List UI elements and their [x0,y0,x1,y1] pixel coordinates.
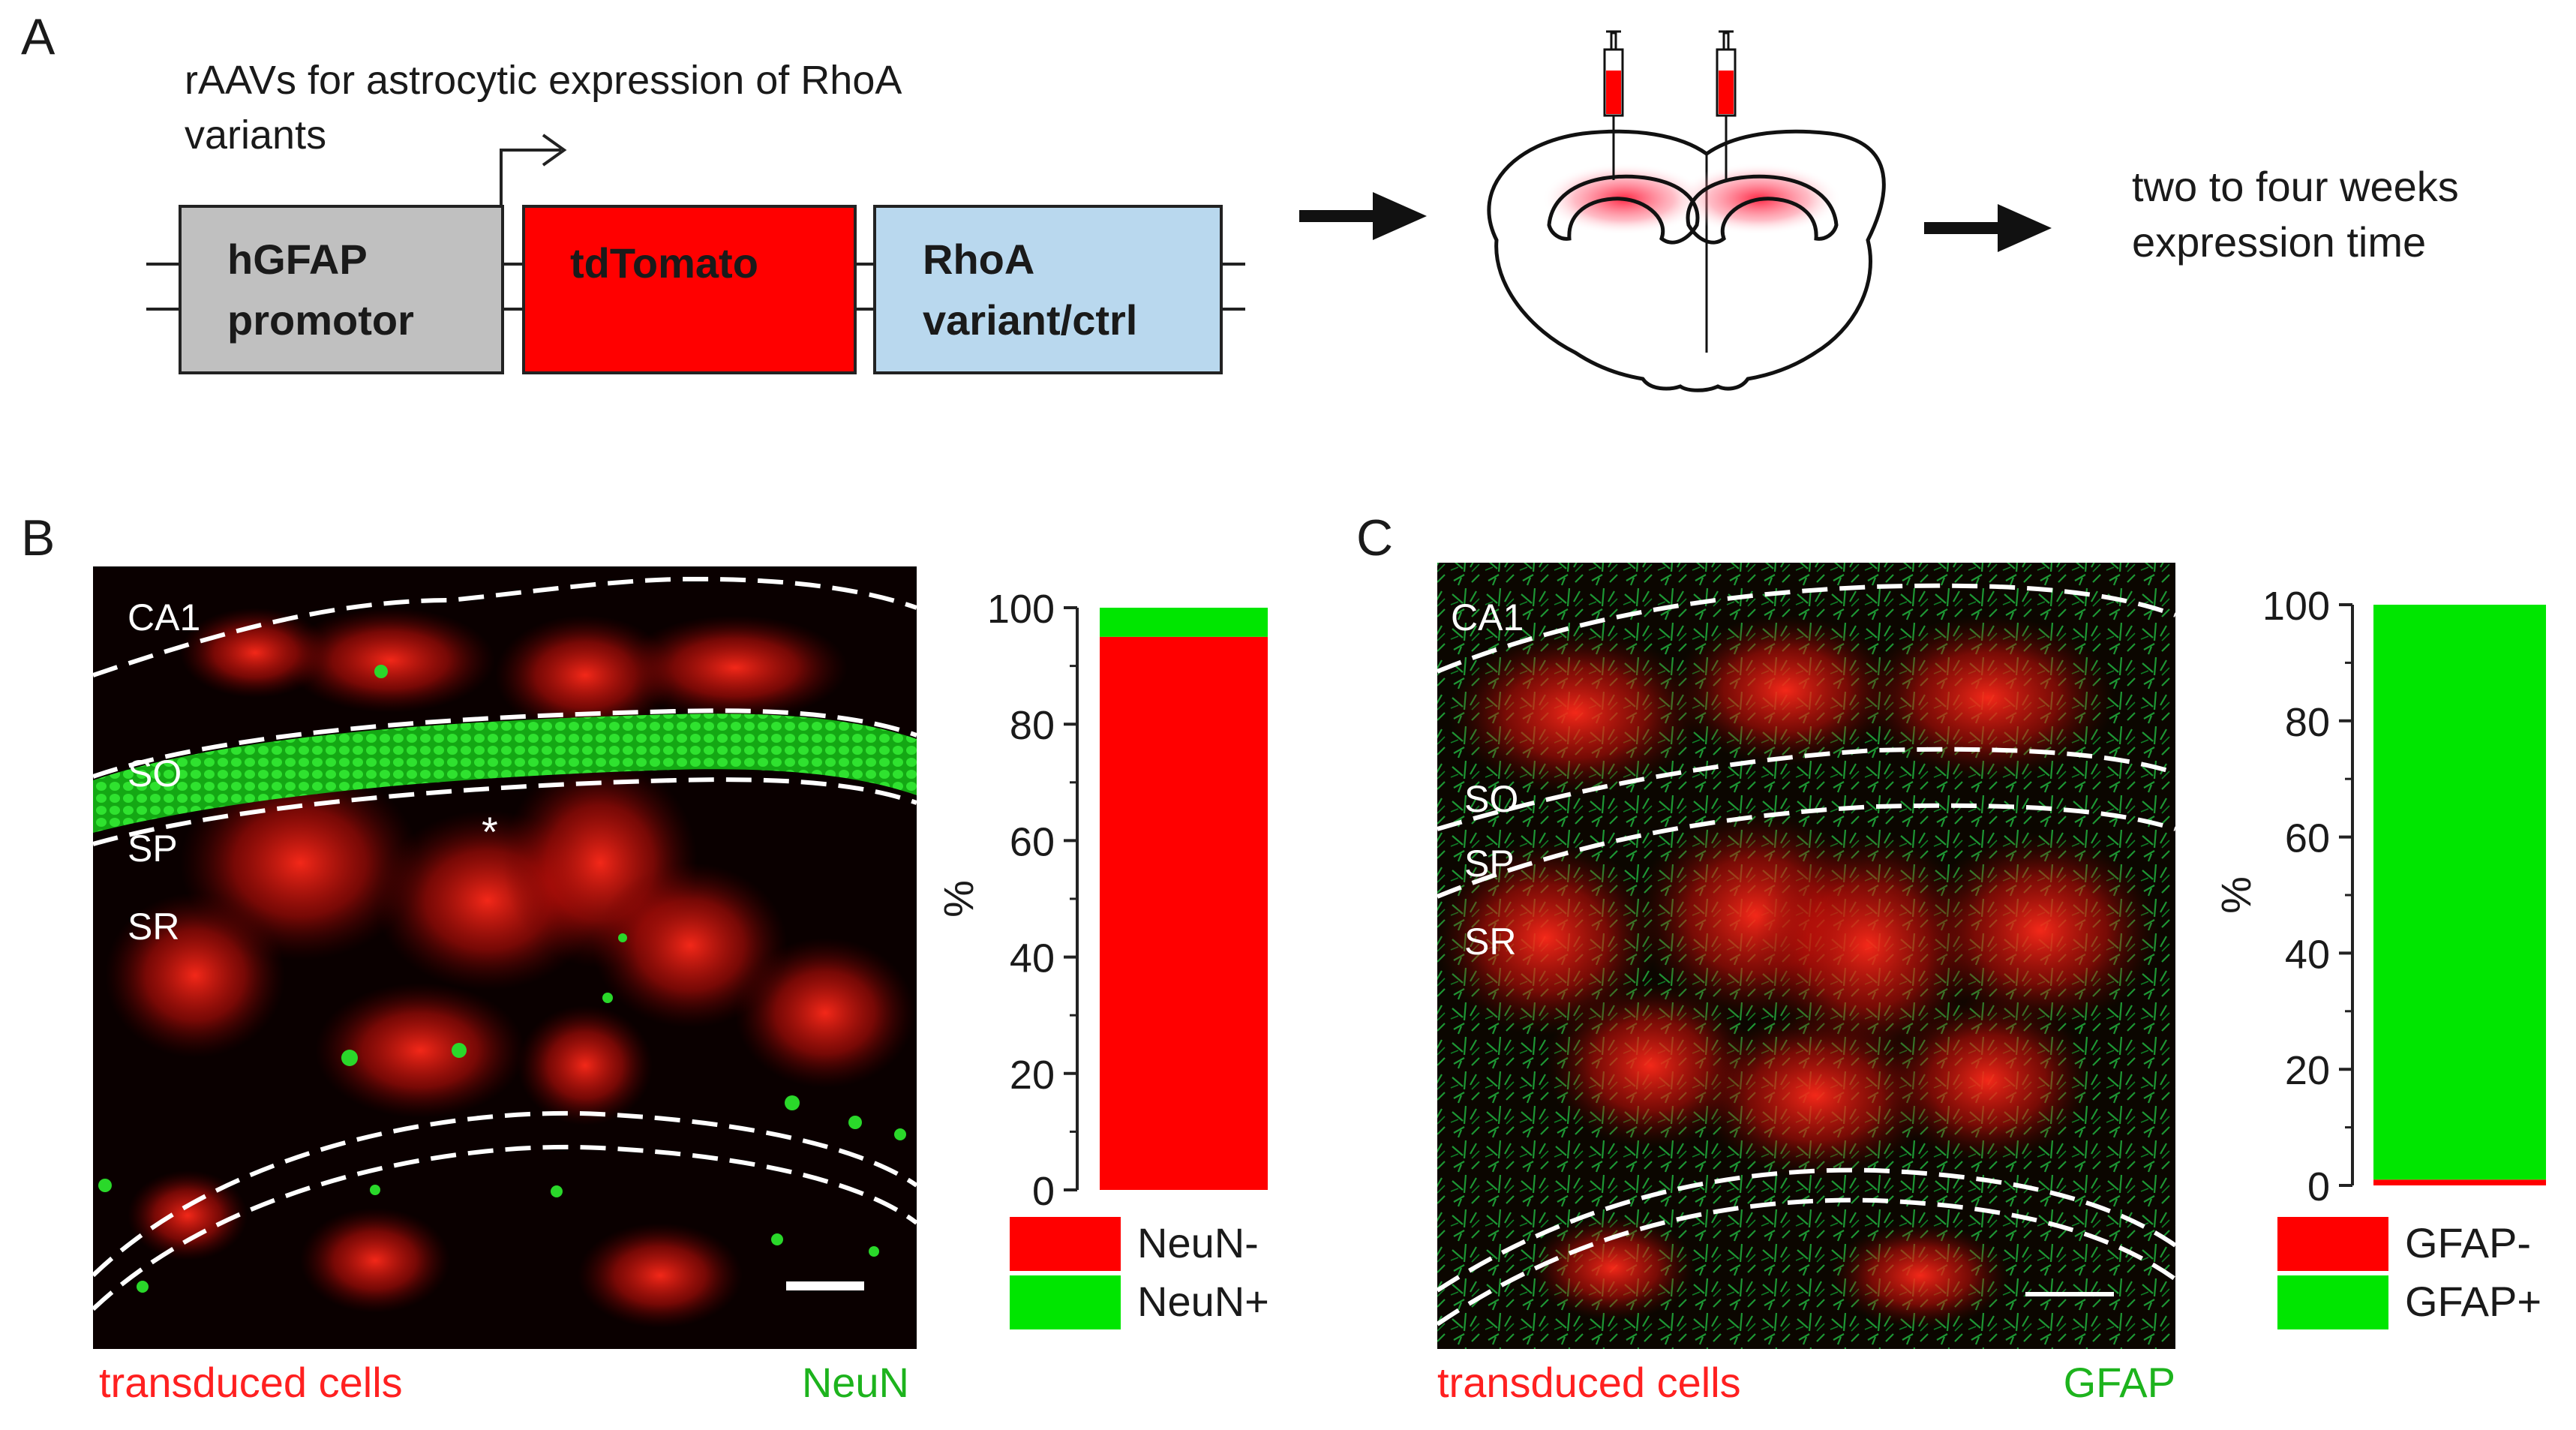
y-tick-label: 80 [2285,700,2330,745]
caption-neun: NeuN [802,1359,909,1406]
y-tick-label: 0 [1032,1169,1055,1214]
asterisk-marker: * [482,808,498,855]
pyramidal-layer-band [93,713,917,833]
y-tick-label: 60 [2285,816,2330,861]
y-axis-label: % [935,880,982,918]
layer-boundaries [93,576,917,1311]
panel-a-title-line1: rAAVs for astrocytic expression of RhoA [185,58,902,103]
panel-c-label: C [1356,509,1393,566]
chart-neun: 0 20 40 60 80 100% NeuN- NeuN+ [935,587,1269,1329]
chart-gfap: 0 20 40 60 80 100% GFAP- GFAP+ [2212,584,2546,1329]
promoter-box [179,205,504,374]
rhoa-variant-box [873,205,1223,374]
layer-label: SP [128,828,178,870]
y-tick-label: 20 [1010,1053,1055,1098]
layer-boundaries [1437,583,2175,1326]
scale-bar [2025,1292,2114,1296]
outcome-line1: two to four weeks [2132,163,2459,210]
scale-bar [786,1281,864,1290]
promoter-label-line2: promotor [227,296,414,344]
legend-label: NeuN+ [1137,1278,1269,1325]
neun-cells [98,665,906,1293]
y-tick-label: 100 [987,587,1055,632]
legend-swatch [1010,1217,1121,1271]
transcription-start-arrow-icon [500,134,567,206]
panel-a-title-line2: variants [185,113,326,158]
legend-label: NeuN- [1137,1219,1259,1266]
y-tick-label: 40 [2285,932,2330,977]
bar-segment [2373,1179,2546,1185]
outcome-line2: expression time [2132,218,2426,266]
y-tick-label: 40 [1010,936,1055,981]
y-tick-label: 0 [2307,1164,2330,1209]
legend-label: GFAP- [2405,1219,2531,1266]
bar-segment [1100,608,1268,637]
promoter-label-line1: hGFAP [227,236,368,283]
panel-a: A rAAVs for astrocytic expression of Rho… [21,8,2459,392]
y-tick-label: 80 [1010,703,1055,748]
panel-a-label: A [21,8,56,65]
layer-label: CA1 [128,596,200,638]
caption-transduced-cells: transduced cells [1437,1359,1741,1406]
y-tick-label: 60 [1010,819,1055,864]
rhoa-label-line1: RhoA [923,236,1034,283]
micrograph-b [93,566,917,1349]
tdtomato-signal [1437,615,2160,1328]
legend-label: GFAP+ [2405,1278,2541,1325]
rhoa-label-line2: variant/ctrl [923,296,1137,344]
layer-label: SO [128,753,182,795]
caption-transduced-cells: transduced cells [99,1359,403,1406]
bar-segment [2373,605,2546,1180]
caption-gfap: GFAP [2064,1359,2175,1406]
y-tick-label: 100 [2262,584,2330,629]
legend-swatch [2277,1217,2388,1271]
arrow-right-icon [1299,192,1427,240]
layer-label: SP [1464,843,1515,885]
tdtomato-signal [105,608,915,1328]
legend-swatch [2277,1275,2388,1329]
tdtomato-box [522,205,857,374]
layer-label: CA1 [1451,596,1524,638]
brain-injection-icon [1487,30,1886,392]
layer-label: SR [128,906,179,948]
layer-label: SR [1464,921,1516,963]
arrow-right-icon [1924,204,2052,252]
y-tick-label: 20 [2285,1048,2330,1093]
panel-b: B [21,509,917,1406]
panel-b-label: B [21,509,55,566]
legend-swatch [1010,1275,1121,1329]
y-axis-label: % [2212,876,2259,914]
micrograph-c [1437,563,2175,1349]
layer-label: SO [1464,778,1518,820]
tdtomato-label: tdTomato [570,239,758,287]
bar-segment [1100,636,1268,1190]
panel-c: C [1356,509,2175,1406]
